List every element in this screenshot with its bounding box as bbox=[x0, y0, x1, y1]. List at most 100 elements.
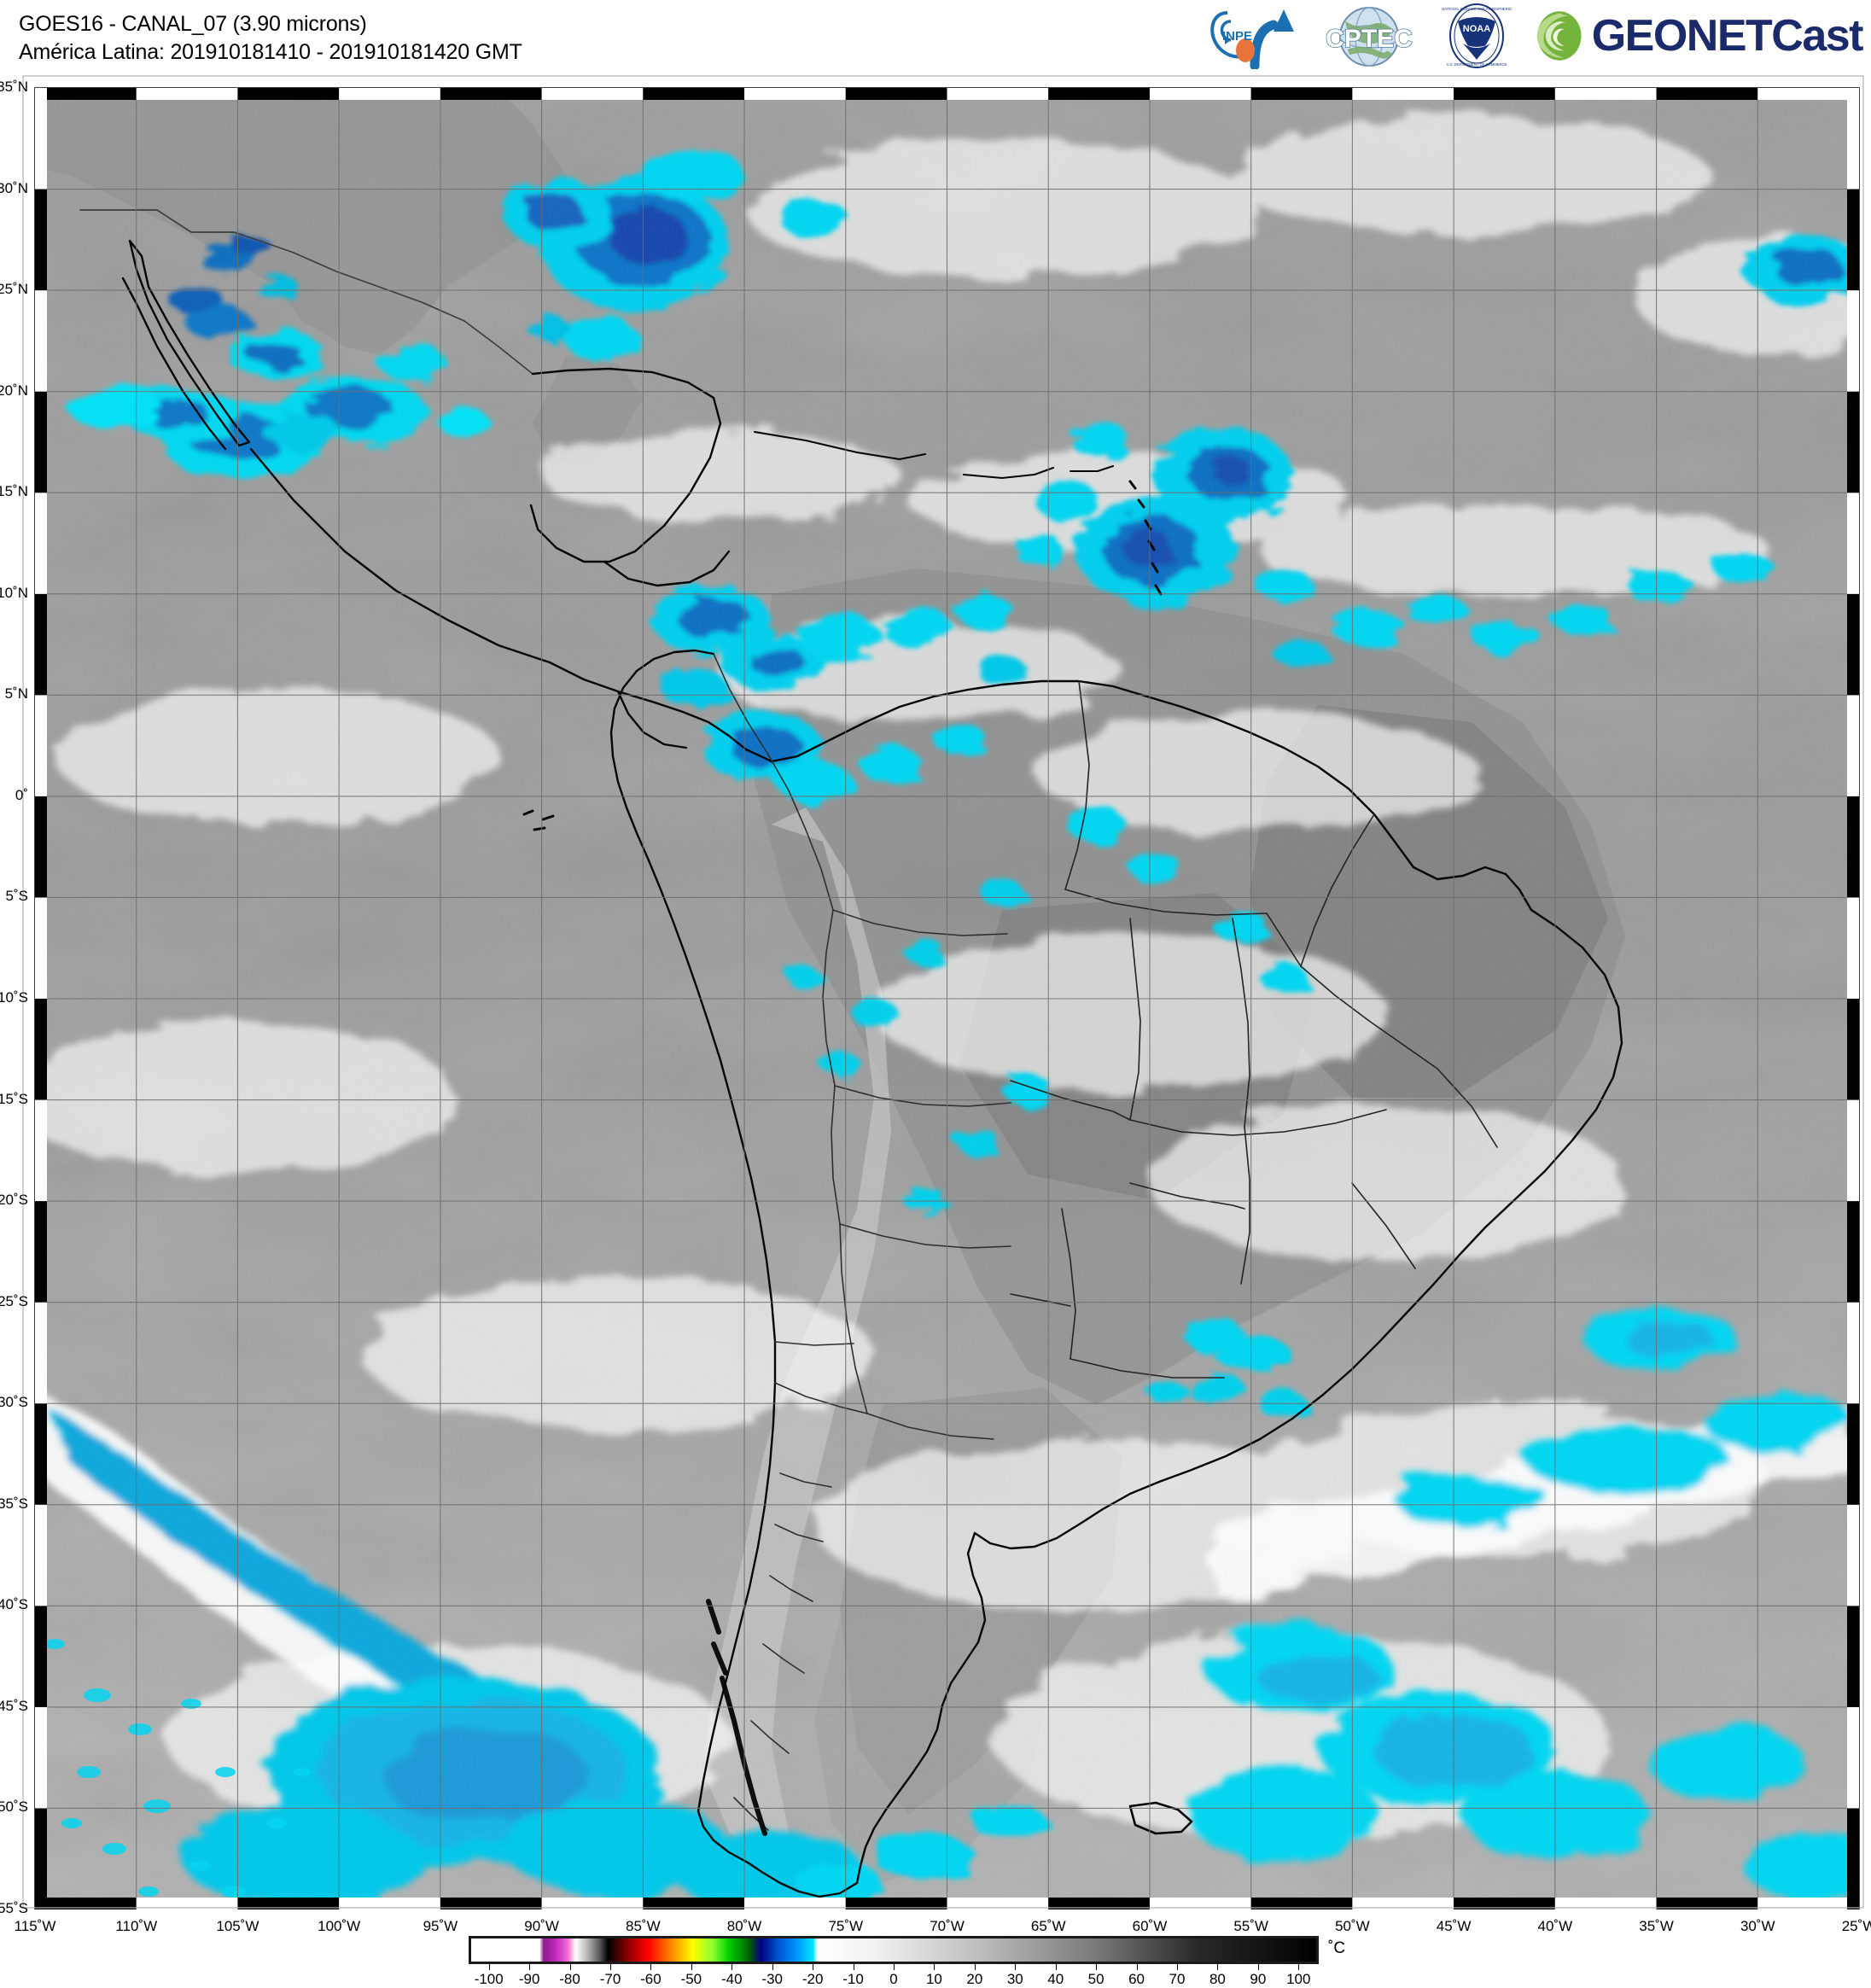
page-title: GOES16 - CANAL_07 (3.90 microns) América… bbox=[19, 10, 787, 67]
colorbar-unit-label: ˚C bbox=[1328, 1939, 1346, 1957]
lat-tick-label: 35˚N bbox=[0, 79, 28, 95]
lon-tick-label: 70˚W bbox=[930, 1918, 965, 1934]
colorbar-tick bbox=[1217, 1964, 1219, 1970]
lon-tick-label: 25˚W bbox=[1841, 1918, 1871, 1934]
colorbar-tick bbox=[731, 1964, 733, 1970]
lat-tick-label: 15˚N bbox=[0, 483, 28, 500]
colorbar-box bbox=[469, 1936, 1319, 1964]
geonetcast-swirl-icon bbox=[1536, 11, 1582, 61]
svg-text:NATIONAL OCEANIC AND ATMOSPHER: NATIONAL OCEANIC AND ATMOSPHERIC bbox=[1442, 7, 1512, 11]
lon-tick-label: 80˚W bbox=[726, 1918, 762, 1934]
colorbar-tick-label: 40 bbox=[1047, 1971, 1064, 1987]
colorbar-tick-label: -50 bbox=[680, 1971, 702, 1987]
colorbar-tick bbox=[1177, 1964, 1178, 1970]
lon-tick-label: 40˚W bbox=[1537, 1918, 1573, 1934]
svg-text:INPE: INPE bbox=[1222, 29, 1252, 44]
lat-tick-label: 25˚N bbox=[0, 281, 28, 298]
noaa-logo: NOAA NATIONAL OCEANIC AND ATMOSPHERIC U.… bbox=[1437, 3, 1516, 69]
colorbar-tick bbox=[1055, 1964, 1057, 1970]
lat-tick-label: 10˚N bbox=[0, 584, 28, 601]
colorbar-tick-label: -10 bbox=[842, 1971, 864, 1987]
colorbar-tick bbox=[529, 1964, 531, 1970]
lon-tick-label: 45˚W bbox=[1436, 1918, 1472, 1934]
geonetcast-logo: GEONETCast bbox=[1530, 3, 1864, 69]
colorbar-tick bbox=[1096, 1964, 1098, 1970]
lon-tick-label: 85˚W bbox=[626, 1918, 661, 1934]
lon-tick-label: 60˚W bbox=[1132, 1918, 1168, 1934]
map-canvas bbox=[22, 75, 1864, 1909]
geonetcast-wordmark: GEONETCast bbox=[1591, 11, 1864, 61]
lat-tick-label: 30˚N bbox=[0, 179, 28, 196]
colorbar-tick bbox=[1136, 1964, 1138, 1970]
colorbar-tick-label: 100 bbox=[1286, 1971, 1311, 1987]
colorbar-tick bbox=[610, 1964, 611, 1970]
lon-tick-label: 65˚W bbox=[1030, 1918, 1066, 1934]
lon-tick-label: 105˚W bbox=[216, 1918, 259, 1934]
colorbar-tick-label: 80 bbox=[1209, 1971, 1226, 1987]
lat-tick-label: 55˚S bbox=[0, 1900, 28, 1916]
colorbar-tick bbox=[650, 1964, 652, 1970]
colorbar-tick bbox=[1257, 1964, 1259, 1970]
lon-tick-label: 30˚W bbox=[1740, 1918, 1775, 1934]
lat-tick-label: 5˚S bbox=[5, 888, 28, 905]
lon-tick-label: 95˚W bbox=[423, 1918, 458, 1934]
lat-tick-label: 50˚S bbox=[0, 1799, 28, 1816]
colorbar-tick-label: -70 bbox=[599, 1971, 621, 1987]
lat-tick-label: 0˚ bbox=[15, 786, 28, 803]
satellite-map: 35˚N 30˚N 25˚N 20˚N 15˚N 10˚N 5˚N 0˚ 5˚S 10˚S 15˚S… bbox=[0, 73, 1871, 1934]
lon-tick-label: 110˚W bbox=[115, 1918, 158, 1934]
lon-tick-label: 35˚W bbox=[1639, 1918, 1674, 1934]
lon-tick-label: 75˚W bbox=[828, 1918, 864, 1934]
svg-text:CPTEC: CPTEC bbox=[1326, 25, 1413, 53]
colorbar-tick bbox=[691, 1964, 692, 1970]
logo-bar: INPE CPTEC NOAA NATIONAL O bbox=[1202, 2, 1864, 71]
colorbar-tick-label: -80 bbox=[559, 1971, 580, 1987]
colorbar-tick-label: -100 bbox=[474, 1971, 504, 1987]
colorbar-tick-label: -30 bbox=[761, 1971, 783, 1987]
colorbar-tick bbox=[488, 1964, 490, 1970]
lat-tick-label: 45˚S bbox=[0, 1697, 28, 1714]
colorbar-tick-label: 10 bbox=[925, 1971, 942, 1987]
svg-text:NOAA: NOAA bbox=[1463, 24, 1490, 34]
colorbar-tick-label: -60 bbox=[640, 1971, 662, 1987]
colorbar-tick-label: 50 bbox=[1087, 1971, 1105, 1987]
cptec-logo: CPTEC bbox=[1314, 3, 1424, 69]
lat-tick-label: 20˚N bbox=[0, 382, 28, 399]
temperature-colorbar: -100 -90 -80 -70 -60 -50 -40 -30 -20 -10 0 10 20 30 40… bbox=[0, 1936, 1871, 1987]
inpe-logo: INPE bbox=[1202, 3, 1301, 71]
title-line-region-time: América Latina: 201910181410 - 201910181… bbox=[19, 40, 522, 64]
colorbar-tick bbox=[772, 1964, 773, 1970]
lat-tick-label: 20˚S bbox=[0, 1192, 28, 1209]
colorbar-tick-label: 60 bbox=[1128, 1971, 1145, 1987]
colorbar-tick bbox=[1298, 1964, 1300, 1970]
lon-tick-label: 90˚W bbox=[524, 1918, 559, 1934]
lat-tick-label: 40˚S bbox=[0, 1596, 28, 1613]
lat-tick-label: 5˚N bbox=[4, 685, 28, 703]
svg-text:U.S. DEPARTMENT OF COMMERCE: U.S. DEPARTMENT OF COMMERCE bbox=[1447, 62, 1507, 67]
colorbar-tick-label: 90 bbox=[1250, 1971, 1267, 1987]
colorbar-tick bbox=[569, 1964, 571, 1970]
colorbar-tick bbox=[894, 1964, 895, 1970]
lat-tick-label: 30˚S bbox=[0, 1394, 28, 1411]
lat-tick-label: 25˚S bbox=[0, 1292, 28, 1309]
colorbar-gradient bbox=[471, 1938, 1316, 1962]
colorbar-tick bbox=[934, 1964, 936, 1970]
colorbar-tick-label: 0 bbox=[889, 1971, 898, 1987]
map-frame bbox=[22, 75, 1864, 1909]
lon-tick-label: 115˚W bbox=[14, 1918, 56, 1934]
colorbar-tick bbox=[974, 1964, 976, 1970]
colorbar-tick-label: 30 bbox=[1006, 1971, 1023, 1987]
lon-tick-label: 100˚W bbox=[318, 1918, 361, 1934]
lat-tick-label: 15˚S bbox=[0, 1090, 28, 1107]
colorbar-tick-label: -20 bbox=[801, 1971, 824, 1987]
lon-tick-label: 50˚W bbox=[1335, 1918, 1370, 1934]
colorbar-tick-label: 20 bbox=[966, 1971, 983, 1987]
lat-tick-label: 10˚S bbox=[0, 989, 28, 1006]
lon-tick-label: 55˚W bbox=[1233, 1918, 1268, 1934]
colorbar-tick-label: -90 bbox=[518, 1971, 540, 1987]
lat-tick-label: 35˚S bbox=[0, 1495, 28, 1512]
title-line-channel: GOES16 - CANAL_07 (3.90 microns) bbox=[19, 12, 367, 36]
colorbar-tick bbox=[1015, 1964, 1017, 1970]
colorbar-tick-label: -40 bbox=[720, 1971, 743, 1987]
